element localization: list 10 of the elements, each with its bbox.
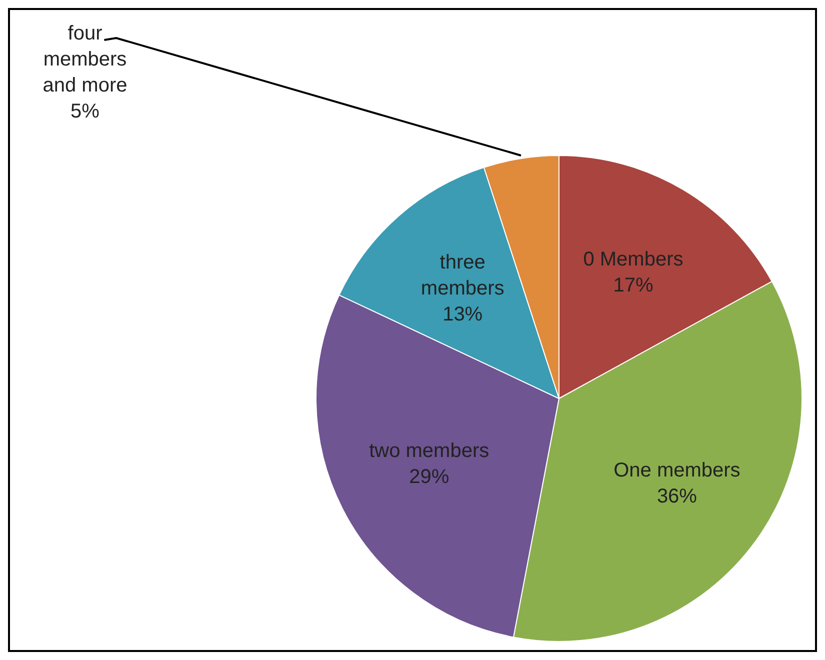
slice-label: 0 Members [583,248,684,271]
data-label: 5% [70,100,100,123]
data-label: 13% [442,304,483,326]
data-label: 36% [656,486,698,508]
slice-label: two members [369,440,490,462]
data-label: 17% [613,274,654,297]
slice-label: three members [420,252,504,300]
data-label: 29% [409,466,450,488]
slice-label: four members and more [42,22,128,97]
slice-label: One members [614,460,740,482]
